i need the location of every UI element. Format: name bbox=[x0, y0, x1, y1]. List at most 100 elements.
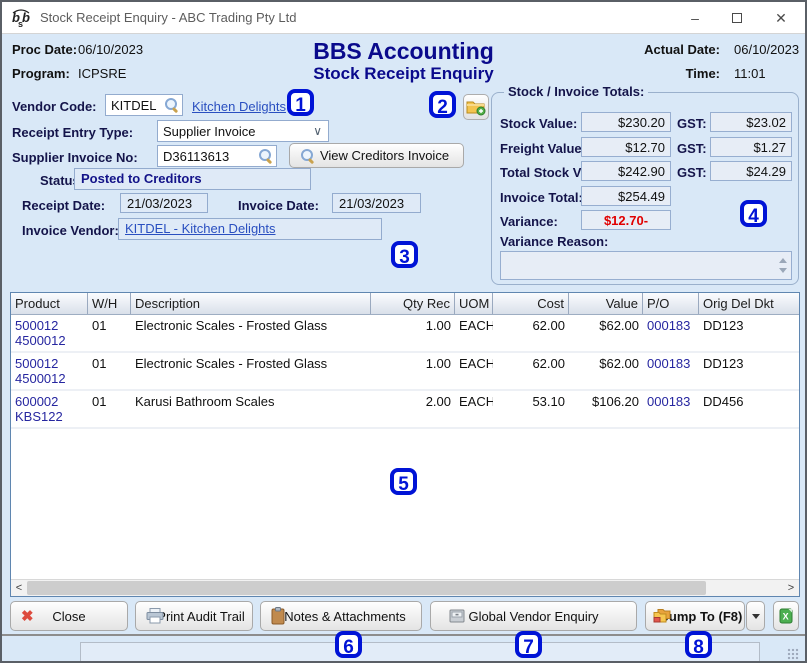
view-creditors-invoice-label: View Creditors Invoice bbox=[319, 148, 450, 163]
receipt-date-label: Receipt Date: bbox=[22, 198, 106, 213]
orig-del-dkt-cell: DD123 bbox=[703, 356, 744, 371]
receipt-entry-type-select[interactable]: Supplier Invoice ∨ bbox=[157, 120, 329, 142]
total-gst-label: GST: bbox=[677, 165, 707, 180]
svg-text:b: b bbox=[12, 10, 20, 25]
notes-attachments-label: Notes & Attachments bbox=[284, 608, 406, 624]
description-cell: Electronic Scales - Frosted Glass bbox=[135, 318, 328, 333]
maximize-button[interactable] bbox=[720, 6, 754, 30]
export-excel-button[interactable]: X bbox=[773, 601, 799, 631]
global-vendor-enquiry-button[interactable]: Global Vendor Enquiry bbox=[430, 601, 637, 631]
warehouse-cell: 01 bbox=[92, 356, 107, 371]
supplier-invoice-no-label: Supplier Invoice No: bbox=[12, 150, 138, 165]
invoice-date-label: Invoice Date: bbox=[238, 198, 319, 213]
print-audit-trail-button[interactable]: Print Audit Trail bbox=[135, 601, 253, 631]
orig-del-dkt-cell: DD123 bbox=[703, 318, 744, 333]
product-code-alt: KBS122 bbox=[15, 409, 63, 424]
invoice-total-label: Invoice Total: bbox=[500, 190, 583, 205]
time-label: Time: bbox=[685, 66, 720, 81]
col-orig-del-dkt[interactable]: Orig Del Dkt bbox=[703, 296, 774, 311]
actual-date-value: 06/10/2023 bbox=[734, 42, 800, 57]
invoice-vendor-box: KITDEL - Kitchen Delights bbox=[118, 218, 382, 240]
col-value[interactable]: Value bbox=[569, 293, 643, 314]
invoice-vendor-label: Invoice Vendor: bbox=[22, 223, 119, 238]
dropdown-arrow-icon bbox=[751, 613, 760, 619]
product-code: 600002 bbox=[15, 394, 59, 409]
invoice-search-icon[interactable] bbox=[258, 148, 274, 164]
search-icon bbox=[300, 148, 316, 164]
invoice-vendor-link[interactable]: KITDEL - Kitchen Delights bbox=[125, 221, 276, 236]
description-cell: Karusi Bathroom Scales bbox=[135, 394, 275, 409]
freight-gst: $1.27 bbox=[710, 137, 792, 157]
scroll-left-button[interactable]: < bbox=[15, 582, 23, 594]
close-x-icon: ✖ bbox=[21, 608, 34, 625]
po-link[interactable]: 000183 bbox=[647, 318, 691, 333]
bbs-logo-icon: b s b bbox=[12, 9, 30, 28]
minimize-button[interactable]: – bbox=[691, 10, 699, 26]
product-code: 500012 bbox=[15, 356, 59, 371]
po-link[interactable]: 000183 bbox=[647, 356, 691, 371]
view-creditors-invoice-button[interactable]: View Creditors Invoice bbox=[289, 143, 464, 168]
close-window-button[interactable]: ✕ bbox=[775, 10, 787, 26]
col-description[interactable]: Description bbox=[131, 293, 371, 314]
jump-to-dropdown-button[interactable] bbox=[746, 601, 765, 631]
attachments-folder-button[interactable] bbox=[463, 94, 489, 120]
program-value: ICPSRE bbox=[78, 66, 127, 81]
vendor-search-icon[interactable] bbox=[164, 97, 180, 113]
annotation-marker-1: 1 bbox=[287, 89, 314, 116]
svg-text:X: X bbox=[783, 612, 789, 622]
table-row[interactable]: 500012 4500012 01 Electronic Scales - Fro… bbox=[11, 315, 799, 353]
description-cell: Electronic Scales - Frosted Glass bbox=[135, 356, 328, 371]
notes-attachments-button[interactable]: Notes & Attachments bbox=[260, 601, 422, 631]
horizontal-scrollbar[interactable]: < > bbox=[11, 579, 799, 596]
annotation-marker-8: 8 bbox=[685, 631, 712, 658]
jump-to-button[interactable]: Jump To (F8) bbox=[645, 601, 745, 631]
table-row[interactable]: 600002 KBS122 01 Karusi Bathroom Scales 2… bbox=[11, 391, 799, 429]
receipt-entry-type-label: Receipt Entry Type: bbox=[12, 125, 134, 140]
col-cost[interactable]: Cost bbox=[493, 293, 569, 314]
supplier-invoice-no-input[interactable] bbox=[157, 145, 277, 167]
freight-gst-label: GST: bbox=[677, 141, 707, 156]
status-label: Status: bbox=[40, 173, 85, 188]
orig-del-dkt-cell: DD456 bbox=[703, 394, 744, 409]
variance-value: $12.70- bbox=[581, 210, 671, 230]
close-button-label: Close bbox=[52, 608, 86, 624]
receipt-date-value: 21/03/2023 bbox=[120, 193, 208, 213]
freight-value: $12.70 bbox=[581, 137, 671, 157]
resize-grip[interactable] bbox=[787, 648, 799, 660]
annotation-marker-6: 6 bbox=[335, 631, 362, 658]
scroll-right-button[interactable]: > bbox=[787, 582, 795, 594]
qty-rec-cell: 1.00 bbox=[425, 318, 451, 333]
total-stock-value: $242.90 bbox=[581, 161, 671, 181]
variance-reason-textarea[interactable] bbox=[500, 251, 792, 280]
close-button[interactable]: ✖ Close bbox=[10, 601, 128, 631]
col-po[interactable]: P/O bbox=[643, 293, 699, 314]
product-code: 500012 bbox=[15, 318, 59, 333]
receipt-entry-type-value: Supplier Invoice bbox=[163, 124, 256, 139]
jump-to-label: Jump To (F8) bbox=[661, 608, 743, 624]
col-wh[interactable]: W/H bbox=[88, 293, 131, 314]
global-vendor-enquiry-label: Global Vendor Enquiry bbox=[468, 608, 599, 624]
invoice-total-value: $254.49 bbox=[581, 186, 671, 206]
vendor-name-link[interactable]: Kitchen Delights bbox=[192, 99, 286, 114]
col-product[interactable]: Product bbox=[11, 293, 88, 314]
po-link[interactable]: 000183 bbox=[647, 394, 691, 409]
status-value: Posted to Creditors bbox=[74, 168, 311, 190]
col-uom[interactable]: UOM bbox=[455, 293, 493, 314]
svg-text:b: b bbox=[22, 10, 30, 25]
print-audit-trail-label: Print Audit Trail bbox=[157, 608, 245, 624]
uom-cell: EACH bbox=[459, 394, 493, 409]
program-label: Program: bbox=[12, 66, 70, 81]
stock-value-label: Stock Value: bbox=[500, 116, 578, 131]
scroll-down-icon[interactable] bbox=[779, 268, 787, 273]
totals-legend: Stock / Invoice Totals: bbox=[504, 84, 649, 99]
product-code-alt: 4500012 bbox=[15, 333, 66, 348]
table-row[interactable]: 500012 4500012 01 Electronic Scales - Fro… bbox=[11, 353, 799, 391]
scroll-up-icon[interactable] bbox=[779, 258, 787, 263]
annotation-marker-5: 5 bbox=[390, 468, 417, 495]
proc-date-label: Proc Date: bbox=[12, 42, 78, 57]
stock-invoice-totals-panel: Stock / Invoice Totals: Stock Value: $23… bbox=[491, 84, 799, 285]
col-qty-rec[interactable]: Qty Rec bbox=[371, 293, 455, 314]
maximize-icon bbox=[732, 13, 742, 23]
annotation-marker-3: 3 bbox=[391, 241, 418, 268]
scrollbar-thumb[interactable] bbox=[27, 581, 706, 595]
